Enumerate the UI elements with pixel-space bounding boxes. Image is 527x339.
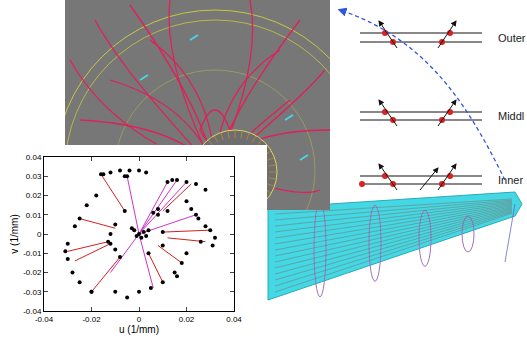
svg-text:Middl: Middl: [498, 110, 524, 122]
svg-text:0.04: 0.04: [226, 315, 242, 324]
svg-text:Inner: Inner: [498, 174, 523, 186]
svg-text:0: 0: [137, 315, 142, 324]
svg-text:0.04: 0.04: [26, 153, 42, 162]
svg-text:Outer: Outer: [498, 32, 526, 44]
svg-text:-0.03: -0.03: [23, 288, 42, 297]
svg-text:0.03: 0.03: [26, 172, 42, 181]
svg-text:0: 0: [37, 230, 42, 239]
svg-text:0.02: 0.02: [179, 315, 195, 324]
svg-text:-0.02: -0.02: [82, 315, 101, 324]
svg-text:-0.01: -0.01: [23, 249, 42, 258]
svg-text:0.01: 0.01: [26, 211, 42, 220]
svg-text:-0.04: -0.04: [35, 315, 54, 324]
svg-text:-0.04: -0.04: [23, 307, 42, 316]
svg-text:0.02: 0.02: [26, 191, 42, 200]
svg-text:v (1/mm): v (1/mm): [9, 214, 20, 253]
svg-text:-0.02: -0.02: [23, 268, 42, 277]
svg-text:u (1/mm): u (1/mm): [119, 324, 159, 335]
